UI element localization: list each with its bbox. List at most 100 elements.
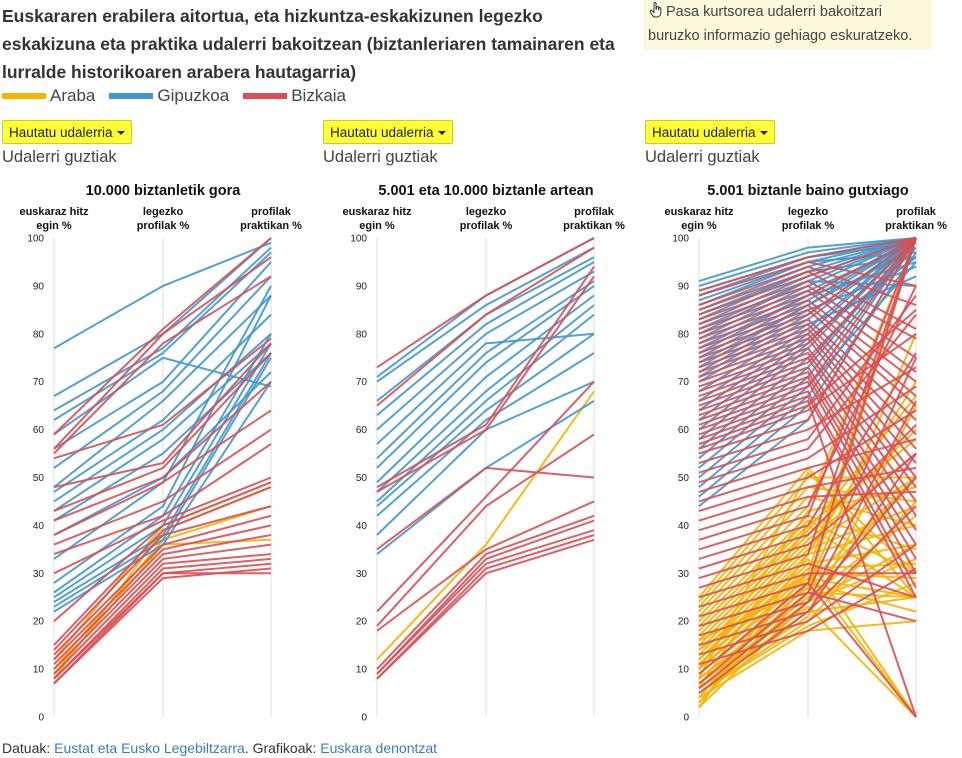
municipality-line-bizkaia bbox=[376, 529, 595, 675]
author-link[interactable]: Euskara denontzat bbox=[320, 740, 438, 756]
axis-label: profilak % bbox=[782, 220, 835, 232]
axis-label: egin % bbox=[359, 220, 395, 232]
municipality-line-bizkaia bbox=[698, 352, 917, 560]
municipality-line-bizkaia bbox=[698, 237, 917, 383]
municipality-line-bizkaia bbox=[376, 466, 595, 551]
municipality-line-bizkaia bbox=[698, 237, 917, 354]
axis-label: profilak % bbox=[137, 220, 190, 232]
dropdown-label: Hautatu udalerria bbox=[652, 125, 756, 140]
y-tick-label: 90 bbox=[33, 281, 45, 292]
municipality-line-bizkaia bbox=[53, 553, 272, 675]
axis-label: praktikan % bbox=[563, 220, 625, 232]
axis-label: praktikan % bbox=[240, 220, 302, 232]
municipality-line-bizkaia bbox=[376, 514, 595, 670]
municipality-line-araba bbox=[376, 390, 595, 661]
municipality-line-bizkaia bbox=[698, 237, 917, 426]
caret-down-icon bbox=[437, 131, 446, 135]
legend-item-bizkaia: Bizkaia bbox=[243, 86, 346, 106]
y-tick-label: 20 bbox=[33, 617, 45, 628]
axis-label: euskaraz hitz bbox=[342, 206, 412, 218]
axis-label: egin % bbox=[681, 220, 717, 232]
municipality-line-bizkaia bbox=[698, 260, 917, 297]
municipality-line-bizkaia bbox=[698, 265, 917, 307]
municipality-line-bizkaia bbox=[53, 534, 272, 666]
municipality-line-bizkaia bbox=[53, 256, 272, 450]
municipality-line-bizkaia bbox=[698, 323, 917, 436]
selected-municipality-3: Udalerri guztiak bbox=[645, 148, 760, 166]
municipality-select-3[interactable]: Hautatu udalerria bbox=[645, 120, 775, 144]
municipality-line-bizkaia bbox=[53, 481, 272, 622]
municipality-line-bizkaia bbox=[53, 428, 272, 546]
municipality-line-bizkaia bbox=[698, 308, 917, 407]
municipality-line-gipuzkoa bbox=[698, 237, 917, 283]
municipality-line-bizkaia bbox=[53, 505, 272, 651]
municipality-line-bizkaia bbox=[698, 452, 917, 694]
municipality-line-bizkaia bbox=[698, 370, 917, 546]
municipality-line-gipuzkoa bbox=[53, 357, 272, 608]
axis-label: profilak bbox=[896, 206, 937, 218]
municipality-line-bizkaia bbox=[698, 347, 917, 488]
municipality-line-bizkaia bbox=[698, 337, 917, 479]
municipality-line-bizkaia bbox=[53, 352, 272, 512]
y-tick-label: 50 bbox=[356, 473, 368, 484]
y-tick-label: 90 bbox=[356, 281, 368, 292]
municipality-line-gipuzkoa bbox=[376, 270, 595, 431]
y-tick-label: 90 bbox=[678, 281, 690, 292]
y-tick-label: 60 bbox=[356, 425, 368, 436]
legend-swatch-araba bbox=[2, 93, 46, 99]
y-tick-label: 40 bbox=[356, 521, 368, 532]
municipality-line-bizkaia bbox=[698, 303, 917, 397]
parallel-coordinates-charts: 10.000 biztanletik gora euskaraz hitz egin… bbox=[19, 183, 947, 724]
legend-label-gipuzkoa: Gipuzkoa bbox=[157, 86, 230, 105]
caret-down-icon bbox=[759, 131, 768, 135]
axis-label: legezko bbox=[143, 206, 184, 218]
municipality-line-bizkaia bbox=[698, 237, 917, 589]
municipality-line-bizkaia bbox=[698, 357, 917, 685]
caret-down-icon bbox=[116, 131, 125, 135]
y-tick-label: 60 bbox=[33, 425, 45, 436]
municipality-line-gipuzkoa bbox=[698, 237, 917, 287]
municipality-line-gipuzkoa bbox=[376, 332, 595, 507]
y-tick-label: 40 bbox=[33, 521, 45, 532]
municipality-line-gipuzkoa bbox=[376, 246, 595, 383]
y-tick-label: 20 bbox=[356, 617, 368, 628]
municipality-line-araba bbox=[698, 515, 917, 680]
municipality-line-bizkaia bbox=[376, 237, 595, 369]
axis-label: profilak % bbox=[460, 220, 513, 232]
municipality-line-gipuzkoa bbox=[53, 275, 272, 469]
municipality-line-bizkaia bbox=[698, 285, 917, 541]
municipality-line-gipuzkoa bbox=[53, 356, 272, 436]
axis-label: egin % bbox=[36, 220, 72, 232]
municipality-line-bizkaia bbox=[53, 524, 272, 661]
selected-municipality-2: Udalerri guztiak bbox=[323, 148, 438, 166]
municipality-line-gipuzkoa bbox=[376, 332, 595, 445]
municipality-line-gipuzkoa bbox=[376, 294, 595, 484]
municipality-line-araba bbox=[698, 471, 917, 680]
municipality-line-bizkaia bbox=[53, 514, 272, 656]
municipality-line-bizkaia bbox=[698, 237, 917, 675]
municipality-line-bizkaia bbox=[376, 266, 595, 488]
municipality-line-gipuzkoa bbox=[53, 241, 272, 350]
municipality-line-bizkaia bbox=[53, 342, 272, 489]
y-tick-label: 0 bbox=[361, 713, 367, 724]
municipality-select-1[interactable]: Hautatu udalerria bbox=[2, 120, 132, 144]
municipality-line-bizkaia bbox=[53, 237, 272, 436]
municipality-line-bizkaia bbox=[53, 476, 272, 575]
y-tick-label: 40 bbox=[678, 521, 690, 532]
municipality-line-bizkaia bbox=[53, 380, 272, 522]
footer-middle: . Grafikoak: bbox=[244, 740, 317, 756]
municipality-line-bizkaia bbox=[376, 534, 595, 680]
municipality-line-gipuzkoa bbox=[53, 261, 272, 450]
municipality-line-bizkaia bbox=[698, 237, 917, 316]
municipality-line-araba bbox=[698, 333, 917, 642]
municipality-select-2[interactable]: Hautatu udalerria bbox=[323, 120, 453, 144]
municipality-line-bizkaia bbox=[53, 409, 272, 536]
municipality-line-bizkaia bbox=[698, 280, 917, 340]
municipality-line-bizkaia bbox=[53, 567, 272, 685]
hover-hint: Pasa kurtsorea udalerri bakoitzari buruz… bbox=[643, 0, 932, 50]
municipality-line-bizkaia bbox=[698, 237, 917, 335]
municipality-line-bizkaia bbox=[698, 490, 917, 532]
legend-label-araba: Araba bbox=[50, 86, 96, 105]
footer: Datuak: Eustat eta Eusko Legebiltzarra. … bbox=[2, 738, 437, 758]
source-link[interactable]: Eustat eta Eusko Legebiltzarra bbox=[54, 740, 245, 756]
